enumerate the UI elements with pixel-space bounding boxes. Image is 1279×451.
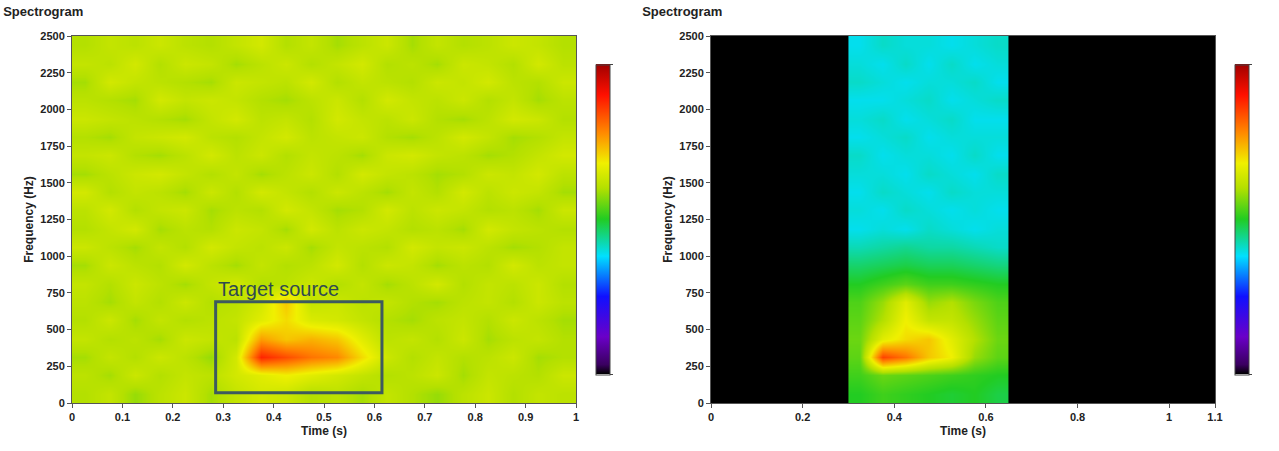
svg-text:1: 1 — [1166, 411, 1172, 423]
svg-text:0.4: 0.4 — [266, 411, 282, 423]
svg-text:0.3: 0.3 — [216, 411, 231, 423]
svg-text:2500: 2500 — [40, 30, 64, 42]
svg-text:0: 0 — [698, 397, 704, 409]
svg-text:2250: 2250 — [40, 67, 64, 79]
svg-text:1500: 1500 — [679, 177, 703, 189]
svg-text:0.6: 0.6 — [978, 411, 993, 423]
svg-text:0.1: 0.1 — [115, 411, 130, 423]
svg-text:1000: 1000 — [679, 250, 703, 262]
svg-text:1250: 1250 — [679, 213, 703, 225]
svg-text:0: 0 — [708, 411, 714, 423]
svg-text:0.8: 0.8 — [1070, 411, 1085, 423]
svg-text:0.7: 0.7 — [417, 411, 432, 423]
svg-text:500: 500 — [685, 323, 703, 335]
svg-text:0.4: 0.4 — [887, 411, 903, 423]
svg-text:250: 250 — [685, 360, 703, 372]
svg-text:0.8: 0.8 — [468, 411, 483, 423]
svg-text:0.5: 0.5 — [316, 411, 331, 423]
svg-text:0: 0 — [59, 397, 65, 409]
svg-text:1750: 1750 — [679, 140, 703, 152]
svg-text:Spectrogram: Spectrogram — [642, 4, 722, 19]
svg-text:0.2: 0.2 — [795, 411, 810, 423]
svg-text:2000: 2000 — [40, 103, 64, 115]
svg-text:1000: 1000 — [40, 250, 64, 262]
svg-text:1750: 1750 — [40, 140, 64, 152]
svg-text:Time (s): Time (s) — [940, 424, 986, 438]
svg-text:2000: 2000 — [679, 103, 703, 115]
svg-text:1: 1 — [573, 411, 579, 423]
svg-text:Target source: Target source — [218, 278, 339, 300]
svg-text:750: 750 — [46, 287, 64, 299]
svg-text:1250: 1250 — [40, 213, 64, 225]
svg-text:1.1: 1.1 — [1207, 411, 1222, 423]
svg-text:2250: 2250 — [679, 67, 703, 79]
svg-text:1500: 1500 — [40, 177, 64, 189]
svg-text:250: 250 — [46, 360, 64, 372]
svg-text:0: 0 — [69, 411, 75, 423]
svg-text:0.6: 0.6 — [367, 411, 382, 423]
svg-text:Time (s): Time (s) — [301, 424, 347, 438]
svg-text:500: 500 — [46, 323, 64, 335]
svg-text:Frequency (Hz): Frequency (Hz) — [661, 176, 675, 263]
svg-text:Frequency (Hz): Frequency (Hz) — [22, 176, 36, 263]
svg-text:0.2: 0.2 — [165, 411, 180, 423]
svg-text:0.9: 0.9 — [518, 411, 533, 423]
svg-text:2500: 2500 — [679, 30, 703, 42]
svg-text:750: 750 — [685, 287, 703, 299]
svg-text:Spectrogram: Spectrogram — [3, 4, 83, 19]
